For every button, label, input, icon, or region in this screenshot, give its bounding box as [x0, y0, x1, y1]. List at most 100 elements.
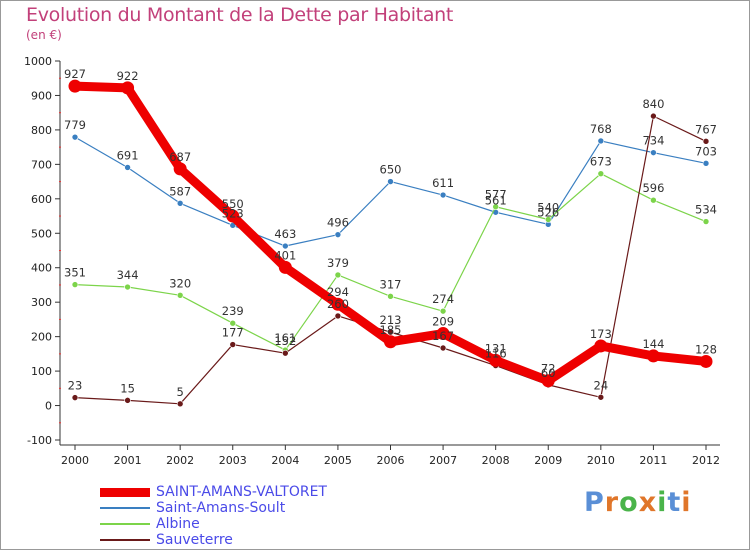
- proxiti-logo: Proxiti: [584, 487, 692, 518]
- data-label: 401: [274, 248, 296, 262]
- legend-swatch: [100, 523, 150, 525]
- data-point: [282, 242, 289, 250]
- y-tick-label: 400: [31, 262, 52, 275]
- data-label: 703: [695, 144, 717, 158]
- data-labels-layer: 927 922 687 550 401 294 185 209 131 72 173 144 128 77…: [64, 67, 717, 399]
- data-point: [334, 312, 342, 320]
- data-point: [702, 218, 710, 225]
- data-point: [544, 216, 552, 223]
- data-point: [71, 394, 79, 401]
- chart-axes: -100 0 100 200 300 400 500 600 700 800 900 1000 2000…: [24, 55, 720, 467]
- legend: SAINT-AMANS-VALTORET Saint-Amans-Soult A…: [100, 484, 327, 548]
- data-label: 72: [541, 362, 556, 376]
- y-tick-label: 0: [45, 400, 52, 413]
- data-point: [702, 137, 710, 145]
- data-point: [176, 291, 184, 299]
- x-tick-label: 2001: [114, 454, 142, 467]
- legend-label: SAINT-AMANS-VALTORET: [156, 484, 327, 500]
- x-tick-label: 2009: [534, 454, 562, 467]
- y-tick-label: -100: [27, 434, 52, 447]
- x-tick-label: 2007: [429, 454, 457, 467]
- x-tick-label: 2010: [587, 454, 615, 467]
- data-label: 540: [537, 200, 559, 214]
- data-point: [436, 327, 450, 341]
- data-point: [229, 341, 237, 348]
- data-label: 523: [222, 206, 244, 220]
- data-point: [176, 400, 184, 408]
- data-label: 840: [642, 97, 664, 111]
- data-label: 673: [590, 155, 612, 169]
- data-label: 294: [327, 285, 349, 299]
- data-point: [541, 374, 555, 388]
- data-label: 768: [590, 122, 612, 136]
- data-label: 144: [642, 337, 664, 351]
- data-point: [594, 339, 608, 353]
- data-label: 320: [169, 276, 191, 290]
- data-label: 167: [432, 329, 454, 343]
- data-label: 767: [695, 122, 717, 136]
- legend-label: Sauveterre: [156, 532, 233, 548]
- data-point: [334, 231, 342, 238]
- data-label: 173: [590, 327, 612, 341]
- data-label: 213: [380, 313, 402, 327]
- y-tick-label: 100: [31, 365, 52, 378]
- data-point: [384, 335, 397, 349]
- legend-item: Sauveterre: [100, 532, 327, 548]
- data-point: [439, 344, 447, 352]
- data-label: 596: [642, 181, 664, 195]
- data-point: [699, 354, 713, 368]
- data-point: [173, 162, 187, 176]
- x-tick-label: 2012: [692, 454, 720, 467]
- data-point: [121, 81, 135, 95]
- data-label: 734: [642, 134, 664, 148]
- data-label: 779: [64, 118, 86, 132]
- data-label: 611: [432, 176, 454, 190]
- data-label: 561: [485, 193, 507, 207]
- chart-title: Evolution du Montant de la Dette par Hab…: [26, 4, 454, 26]
- data-point: [646, 349, 660, 363]
- data-label: 496: [327, 216, 349, 230]
- legend-item: SAINT-AMANS-VALTORET: [100, 484, 327, 500]
- x-tick-label: 2004: [271, 454, 299, 467]
- data-label: 379: [327, 256, 349, 270]
- data-point: [597, 170, 605, 177]
- data-label: 161: [274, 331, 296, 345]
- data-point: [650, 196, 657, 204]
- data-label: 5: [177, 385, 184, 399]
- data-label: 922: [117, 69, 139, 83]
- chart-subtitle: (en €): [26, 28, 62, 42]
- data-label: 131: [485, 341, 507, 355]
- y-tick-label: 300: [31, 296, 52, 309]
- y-tick-label: 600: [31, 193, 52, 206]
- data-point: [124, 164, 131, 171]
- legend-label: Albine: [156, 516, 200, 532]
- data-point: [650, 149, 657, 156]
- data-point: [331, 297, 345, 311]
- data-label: 128: [695, 342, 717, 356]
- data-point: [439, 307, 447, 315]
- y-tick-label: 1000: [24, 55, 52, 68]
- data-label: 687: [169, 150, 191, 164]
- data-label: 577: [485, 188, 507, 202]
- data-label: 239: [222, 304, 244, 318]
- data-label: 24: [594, 378, 609, 392]
- legend-swatch: [100, 539, 150, 541]
- data-label: 317: [380, 277, 402, 291]
- x-tick-label: 2003: [219, 454, 247, 467]
- data-label: 274: [432, 292, 454, 306]
- data-label: 15: [120, 381, 135, 395]
- data-point: [71, 133, 79, 141]
- data-point: [334, 271, 342, 279]
- data-label: 351: [64, 266, 86, 280]
- y-tick-label: 700: [31, 158, 52, 171]
- series-layer: [68, 79, 713, 408]
- y-tick-label: 500: [31, 227, 52, 240]
- data-label: 344: [117, 268, 139, 282]
- data-point: [702, 160, 710, 167]
- y-tick-label: 200: [31, 331, 52, 344]
- legend-item: Saint-Amans-Soult: [100, 500, 327, 516]
- data-label: 177: [222, 326, 244, 340]
- data-point: [124, 397, 131, 404]
- x-tick-label: 2000: [61, 454, 89, 467]
